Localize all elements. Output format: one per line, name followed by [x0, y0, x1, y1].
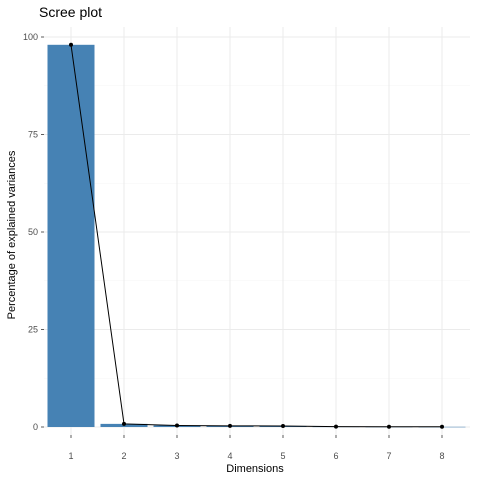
- point-dimension-7: [387, 424, 391, 429]
- y-tick-label: 0: [33, 422, 38, 432]
- point-dimension-8: [440, 424, 444, 429]
- points: [69, 42, 444, 429]
- point-dimension-6: [334, 424, 338, 429]
- y-tick-label: 100: [23, 32, 38, 42]
- x-axis-ticks: 1 2 3 4 5 6 7 8: [68, 435, 445, 461]
- x-tick-label: 6: [333, 451, 338, 461]
- point-dimension-4: [228, 423, 232, 428]
- variance-line: [70, 44, 443, 428]
- x-tick-label: 7: [386, 451, 391, 461]
- x-tick-label: 8: [439, 451, 444, 461]
- chart-title: Scree plot: [39, 4, 102, 20]
- point-dimension-2: [122, 421, 126, 426]
- y-tick-label: 50: [28, 227, 38, 237]
- y-axis-title: Percentage of explained variances: [6, 150, 18, 319]
- grid-major: [44, 27, 470, 435]
- x-tick-label: 4: [227, 451, 232, 461]
- point-dimension-3: [175, 423, 179, 428]
- y-tick-label: 75: [28, 130, 38, 140]
- x-tick-label: 3: [174, 451, 179, 461]
- x-tick-label: 5: [280, 451, 285, 461]
- bars: [47, 44, 466, 428]
- line-layer: [70, 44, 443, 428]
- point-dimension-5: [281, 424, 285, 429]
- point-dimension-1: [69, 42, 73, 47]
- grid-minor: [44, 85, 470, 379]
- x-tick-label: 2: [121, 451, 126, 461]
- bar-dimension-1: [47, 44, 95, 428]
- x-tick-label: 1: [68, 451, 73, 461]
- y-tick-label: 25: [28, 325, 38, 335]
- x-axis-title: Dimensions: [226, 463, 284, 475]
- y-axis-ticks: 0 25 50 75 100: [23, 32, 44, 432]
